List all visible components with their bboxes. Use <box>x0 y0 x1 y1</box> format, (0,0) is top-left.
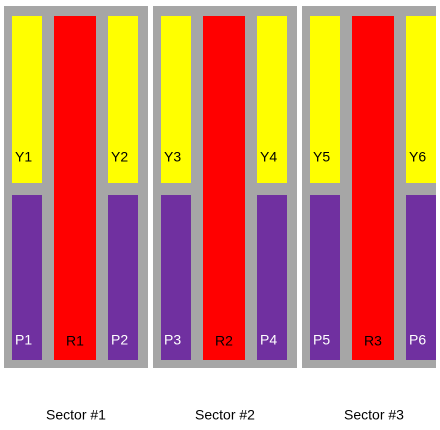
purple-bar <box>161 195 191 360</box>
purple-bar <box>406 195 436 360</box>
purple-bar <box>310 195 340 360</box>
yellow-label: Y6 <box>409 149 426 165</box>
red-bar <box>203 16 245 360</box>
sector-label: Sector #2 <box>195 407 255 423</box>
yellow-label: Y2 <box>111 149 128 165</box>
red-bar <box>352 16 394 360</box>
yellow-bar <box>161 16 191 183</box>
red-label: R1 <box>66 333 84 349</box>
yellow-label: Y1 <box>15 149 32 165</box>
red-label: R2 <box>215 333 233 349</box>
yellow-label: Y5 <box>313 149 330 165</box>
yellow-bar <box>257 16 287 183</box>
purple-bar <box>257 195 287 360</box>
purple-label: P1 <box>15 332 32 348</box>
red-label: R3 <box>364 333 382 349</box>
yellow-bar <box>12 16 42 183</box>
purple-label: P6 <box>409 332 426 348</box>
purple-bar <box>12 195 42 360</box>
sector-label: Sector #1 <box>46 407 106 423</box>
purple-label: P5 <box>313 332 330 348</box>
purple-label: P3 <box>164 332 181 348</box>
yellow-bar <box>406 16 436 183</box>
yellow-label: Y3 <box>164 149 181 165</box>
yellow-label: Y4 <box>260 149 277 165</box>
yellow-bar <box>310 16 340 183</box>
red-bar <box>54 16 96 360</box>
purple-bar <box>108 195 138 360</box>
yellow-bar <box>108 16 138 183</box>
sector-label: Sector #3 <box>344 407 404 423</box>
purple-label: P2 <box>111 332 128 348</box>
purple-label: P4 <box>260 332 277 348</box>
